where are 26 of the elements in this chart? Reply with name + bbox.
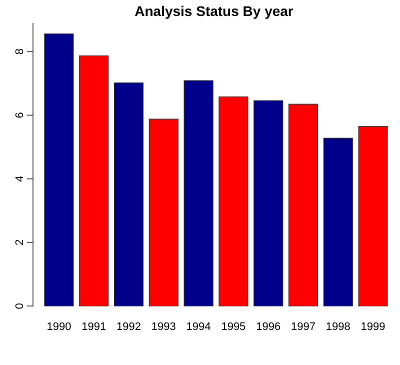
bar (114, 82, 144, 306)
bar (358, 126, 388, 306)
bar (184, 80, 214, 306)
y-tick-label: 2 (14, 239, 26, 246)
y-tick-label: 4 (14, 176, 26, 182)
x-tick-label: 1996 (256, 321, 281, 333)
y-tick-label: 8 (14, 48, 26, 55)
y-tick-label: 6 (14, 112, 26, 118)
bar (254, 100, 284, 306)
bar (288, 104, 318, 306)
x-tick-label: 1992 (116, 321, 142, 333)
x-tick-label: 1999 (360, 321, 386, 333)
x-tick-label: 1994 (186, 321, 211, 333)
y-tick-label: 0 (14, 302, 26, 310)
x-tick-label: 1993 (151, 321, 176, 333)
chart-title: Analysis Status By year (134, 3, 294, 19)
bar (44, 34, 74, 306)
x-tick-label: 1998 (326, 321, 350, 333)
bar (323, 138, 353, 306)
bar (218, 96, 248, 306)
x-tick-label: 1995 (221, 321, 246, 333)
x-tick-label: 1991 (82, 321, 106, 333)
x-tick-label: 1997 (290, 321, 316, 333)
bar (79, 55, 109, 306)
x-tick-label: 1990 (46, 321, 72, 333)
bar (148, 118, 178, 306)
